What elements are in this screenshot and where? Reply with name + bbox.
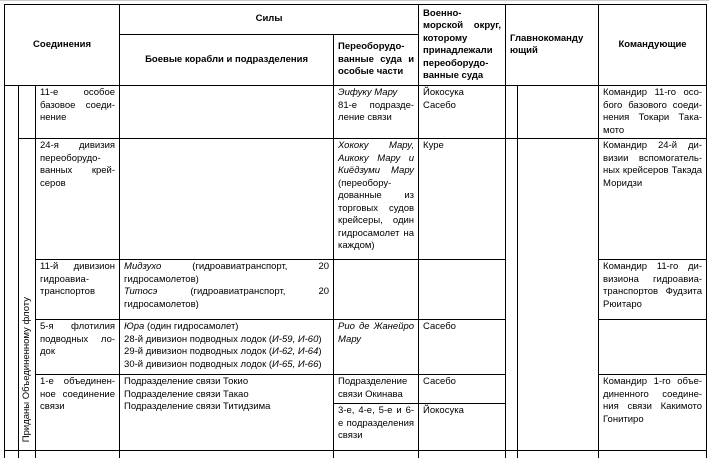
cell-converted-r5-bottom: 3-е, 4-е, 5-е и 6-е подразделения связи (334, 404, 419, 451)
cell-commander-r3: Командир 11-го ди­визиона гидроавиа­тран… (599, 260, 707, 320)
header-commander-in-chief: Главнокомандую­щий (506, 5, 599, 86)
gutter-cinc-merged (506, 139, 518, 451)
cell-cinc-merged (518, 139, 599, 451)
header-formations: Соединения (5, 5, 120, 86)
side-label-cell: Приданы Объединенному флоту (19, 139, 36, 451)
fleet-table: Соединения Силы Военно-морской округ, ко… (4, 4, 707, 458)
header-district: Военно-морской округ, которому принадлеж… (419, 5, 506, 86)
cell-converted-r3 (334, 260, 419, 320)
cell-converted-r5-top: Подразделение связи Окинава (334, 375, 419, 404)
header-commanders: Командующие (599, 5, 707, 86)
header-converted: Переоборудо­ванные суда и особые части (334, 35, 419, 86)
cell-warships-r3: Мидзухо (гидроавиатранспорт, 20 гидросам… (120, 260, 334, 320)
cell-warships-r1 (120, 86, 334, 139)
cell-formation-r2: 24-я дивизия переоборудо­ванных крей­сер… (36, 139, 120, 260)
side-label: Приданы Объединенному флоту (21, 297, 34, 442)
cell-district-r4: Сасебо (419, 320, 506, 375)
cell-district-r5-top: Сасебо (419, 375, 506, 404)
cell-warships-r2 (120, 139, 334, 260)
cell-district-r2: Куре (419, 139, 506, 260)
cell-formation-r5: 1-е объединен­ное соедине­ние связи (36, 375, 120, 451)
gutter-cinc-r1 (506, 86, 518, 139)
cell-commander-r1: Командир 11-го осо­бого базового соеди­н… (599, 86, 707, 139)
cell-formation-r3: 11-й дивизион гидроавиа­транспортов (36, 260, 120, 320)
cell-formation-r1: 11-е особое базовое соеди­нение (36, 86, 120, 139)
cell-district-r3 (419, 260, 506, 320)
gutter-inner-r1 (19, 86, 36, 139)
cell-district-r5-bottom: Йокосука (419, 404, 506, 451)
cell-converted-r2: Хококу Мару, Аикоку Мару и Киёдзуми Мару… (334, 139, 419, 260)
cell-commander-r4 (599, 320, 707, 375)
header-warships: Боевые корабли и подразделения (120, 35, 334, 86)
cell-formation-r4: 5-я флотилия подводных ло­док (36, 320, 120, 375)
gutter-outer (5, 86, 19, 451)
cell-warships-r4: Юра (один гидросамолет)28-й дивизион под… (120, 320, 334, 375)
header-forces: Силы (120, 5, 419, 35)
cell-commander-r2: Командир 24-й ди­визии вспомогатель­ных … (599, 139, 707, 260)
cell-cinc-r1 (518, 86, 599, 139)
cell-commander-r5: Командир 1-го объе­диненного соедине­ния… (599, 375, 707, 451)
cell-converted-r4: Рио де Жанейро Мару (334, 320, 419, 375)
